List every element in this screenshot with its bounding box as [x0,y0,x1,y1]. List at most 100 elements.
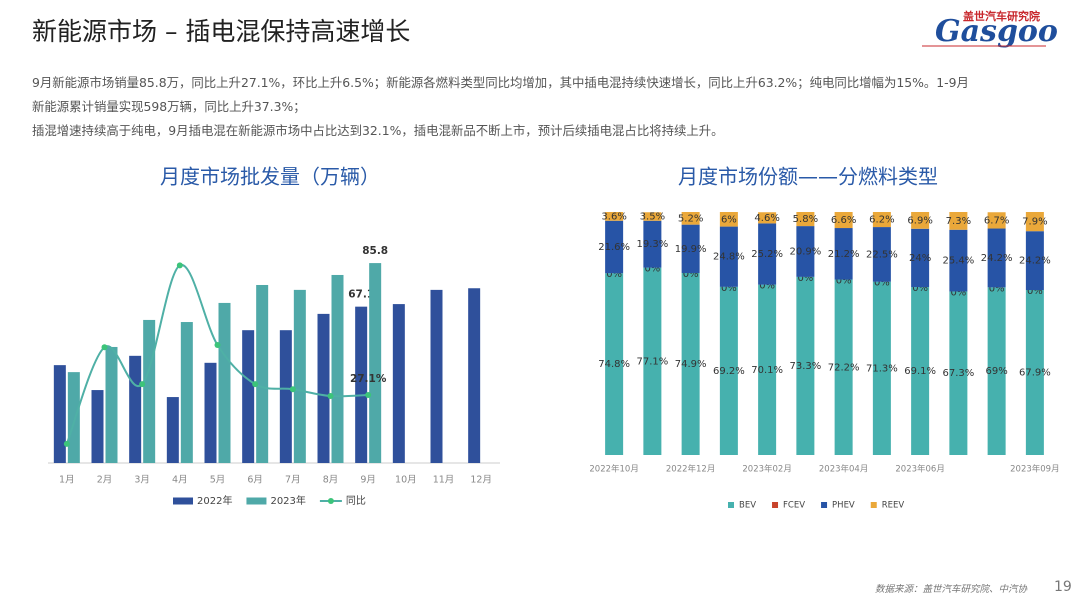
data-label: 5.2% [678,213,703,224]
x-tick-label: 2023年02月 [742,464,791,475]
bar [355,306,368,463]
x-tick-label: 3月 [134,475,150,486]
data-label: 19.3% [636,239,668,250]
bar [180,322,193,463]
data-label: 85.8 [362,245,388,257]
legend-marker [246,497,267,505]
legend-label: 2022年 [197,494,232,507]
paragraph: 9月新能源市场销量85.8万，同比上升27.1%，环比上升6.5%；新能源各燃料… [32,75,969,90]
legend-marker [772,502,779,508]
x-tick-label: 2月 [97,475,113,486]
bar-segment [758,284,777,455]
bar-segment [949,212,968,230]
data-label: 77.1% [636,356,668,367]
data-label: 6.6% [831,215,856,226]
x-tick-label: 8月 [323,475,339,486]
legend-marker [173,497,193,505]
source: 数据来源：盖世汽车研究院、中汽协 [875,584,1028,595]
bar [468,288,481,463]
bar-segment [605,212,624,221]
x-tick-label: 5月 [210,475,226,486]
bar-segment [834,279,853,455]
bar-segment [872,281,891,455]
page-title: 新能源市场 – 插电混保持高速增长 [32,17,411,46]
legend-marker [728,502,734,508]
bar [331,274,344,463]
data-label: 67.9% [1019,368,1051,379]
line-point [63,440,70,447]
data-label: 0% [912,283,928,294]
bar [317,313,330,463]
bar-segment [911,212,930,229]
bar [392,304,405,463]
data-label: 4.6% [754,213,779,224]
bar-segment [834,228,853,280]
bar-segment [987,287,1006,455]
legend-label: 2023年 [270,494,305,507]
data-label: 3.5% [640,211,665,222]
x-tick-label: 2023年09月 [1010,464,1059,475]
x-tick-label: 2023年06月 [895,464,944,475]
data-label: 0% [644,264,660,275]
legend-label: 同比 [346,495,366,507]
chart-title: 月度市场批发量（万辆） [160,165,380,189]
data-label: 69% [986,366,1008,377]
data-label: 0% [950,287,966,298]
logo-text: 盖世汽车研究院 [963,10,1040,23]
data-label: 74.8% [598,359,630,370]
bar [204,362,217,463]
logo: Gasgoo [935,14,1058,49]
data-label: 25.2% [751,249,783,260]
bar-segment [1025,290,1044,455]
bar [143,319,156,463]
data-label: 6.2% [869,215,894,226]
data-label: 0% [759,281,775,292]
x-tick-label: 2022年10月 [589,464,638,475]
data-label: 22.5% [866,249,898,260]
bar-segment [796,226,815,277]
bar [279,330,292,463]
data-label: 7.3% [946,216,971,227]
data-label: 0% [1027,286,1043,297]
bar-segment [681,272,700,455]
x-tick-label: 12月 [470,475,492,486]
data-label: 27.1% [350,373,387,385]
data-label: 0% [989,283,1005,294]
chart-title: 月度市场份额——分燃料类型 [678,165,938,189]
bar [67,372,80,463]
x-tick-label: 11月 [433,475,455,486]
line-point [327,393,334,400]
data-label: 67.3% [942,368,974,379]
bar-segment [1025,212,1044,232]
data-label: 6.7% [984,215,1009,226]
data-label: 69.1% [904,366,936,377]
bar-segment [796,212,815,227]
data-label: 0% [836,276,852,287]
data-label: 24.2% [981,253,1013,264]
legend-marker [327,498,334,504]
bar-segment [834,212,853,229]
bar [166,397,179,463]
data-label: 24% [909,253,931,264]
bar [53,365,66,463]
bar-segment [872,212,891,228]
data-label: 6% [721,214,737,225]
bar-segment [605,273,624,455]
line-point [365,392,372,399]
x-tick-label: 2023年04月 [819,464,868,475]
data-label: 74.9% [675,359,707,370]
legend-label: PHEV [832,501,855,511]
bar-segment [681,212,700,225]
line-point [101,344,108,351]
paragraph: 新能源累计销量实现598万辆，同比上升37.3%； [32,99,306,114]
bar [293,289,306,463]
bar-segment [719,286,738,455]
data-label: 0% [797,273,813,284]
data-label: 21.6% [598,242,630,253]
bar-segment [643,267,662,455]
x-tick-label: 1月 [59,475,75,486]
legend-label: BEV [739,501,756,511]
legend-marker [870,502,877,508]
bar [91,390,104,463]
